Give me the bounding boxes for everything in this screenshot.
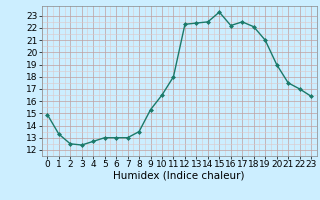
X-axis label: Humidex (Indice chaleur): Humidex (Indice chaleur) — [114, 171, 245, 181]
